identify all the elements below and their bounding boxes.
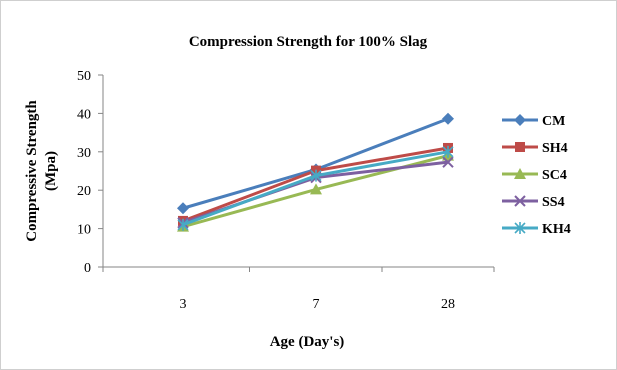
legend-marker-sh4 [515, 142, 525, 152]
legend-item-ss4: SS4 [502, 195, 565, 210]
y-tick-label: 40 [77, 107, 91, 122]
y-tick-label: 0 [84, 261, 91, 276]
data-point-kh4 [177, 218, 189, 231]
marker-stroke [514, 195, 526, 207]
data-point-kh4 [442, 145, 454, 158]
y-tick-label: 30 [77, 146, 91, 161]
x-tick-label: 28 [441, 297, 455, 312]
series-kh4 [177, 145, 454, 231]
legend-label-ss4: SS4 [542, 195, 565, 210]
legend-marker-cm [514, 114, 526, 126]
legend-label-cm: CM [542, 114, 565, 129]
legend: CM SH4 SC4 SS4 KH4 [502, 114, 571, 237]
legend-label-sh4: SH4 [542, 141, 568, 156]
series-line-cm [182, 117, 449, 210]
data-point-ss4 [442, 156, 454, 168]
legend-item-sh4: SH4 [502, 141, 568, 156]
legend-marker-sc4 [514, 168, 526, 179]
y-tick-label: 10 [77, 223, 91, 238]
y-tick-label: 20 [77, 184, 91, 199]
legend-item-cm: CM [502, 114, 565, 129]
legend-label-sc4: SC4 [542, 168, 567, 183]
legend-item-kh4: KH4 [502, 222, 571, 237]
plot-area: 0 10 20 30 40 50 3 7 28 [77, 69, 495, 312]
y-axis-label-line-2: (Mpa) [43, 151, 59, 191]
y-axis-label-line-1: Compressive Strength [24, 100, 40, 242]
x-tick-label: 3 [180, 297, 187, 312]
y-axis-title: Compressive Strength (Mpa) [24, 100, 59, 242]
x-tick-label: 7 [313, 297, 320, 312]
data-point-sc4 [310, 183, 322, 195]
legend-item-sc4: SC4 [502, 168, 567, 183]
marker-stroke [442, 156, 454, 168]
legend-marker-kh4 [514, 222, 526, 234]
y-tick-label: 50 [77, 69, 91, 84]
data-point-kh4 [310, 169, 322, 182]
x-axis-label: Age (Day's) [270, 334, 345, 350]
legend-label-kh4: KH4 [542, 222, 571, 237]
chart-title: Compression Strength for 100% Slag [189, 34, 428, 50]
series-sc4 [177, 149, 454, 232]
data-point-cm [177, 202, 189, 215]
legend-marker-ss4 [514, 195, 526, 207]
data-point-cm [442, 112, 454, 125]
